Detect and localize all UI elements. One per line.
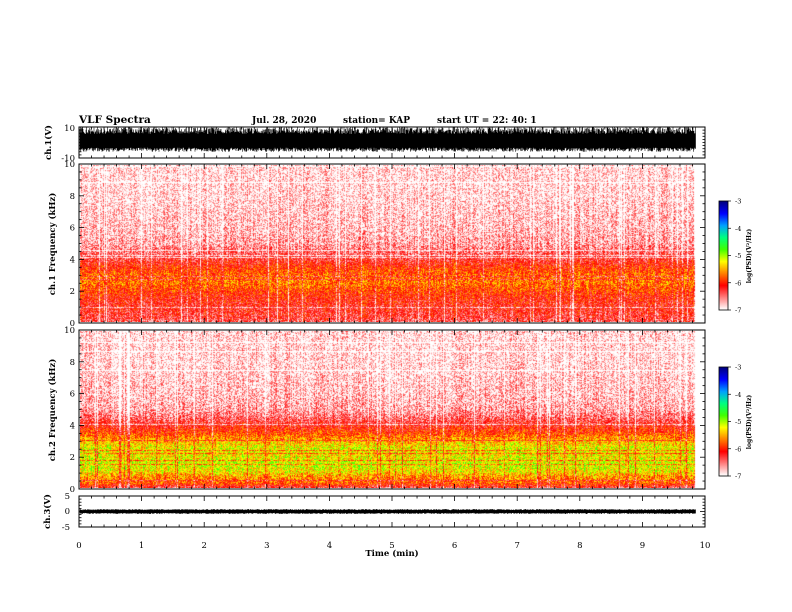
y-tick-label: 2 [70, 453, 75, 463]
figure-title: VLF Spectra [78, 114, 151, 126]
ch3-waveform-ticks [78, 495, 706, 528]
y-tick-label: 10 [64, 326, 75, 336]
ch3-waveform-panel: 5 0 -5 ch.3(V) [42, 492, 706, 533]
colorbar-tick-label: -7 [735, 473, 741, 481]
colorbar-tick-label: -4 [735, 391, 741, 399]
ch3-ytick-bottom: -5 [62, 523, 70, 533]
ch2-spectrogram-image [80, 331, 704, 488]
y-tick-label: 4 [70, 255, 75, 265]
ch1-waveform-panel: 10 -10 ch.1(V) [43, 124, 706, 164]
x-tick-label: 1 [139, 541, 144, 551]
y-tick-label: 0 [70, 485, 75, 495]
ch2-spectrogram-ticks [78, 329, 706, 490]
x-tick-label: 7 [514, 541, 519, 551]
x-tick-label: 10 [700, 541, 711, 551]
colorbar-tick-label: -7 [735, 307, 741, 315]
y-tick-label: 0 [70, 319, 75, 329]
ch1-spectrogram-ytick-labels: 0 2 4 6 8 10 [64, 160, 75, 329]
ch1-colorbar-ticks: -3 -4 -5 -6 -7 [728, 198, 741, 315]
ch1-spectrogram-ticks [78, 163, 706, 324]
ch1-ytick-bottom: -10 [61, 154, 75, 164]
y-tick-label: 8 [70, 358, 75, 368]
ch1-spectrogram-ylabel-text: ch.1 Frequency (kHz) [47, 193, 58, 296]
x-tick-label: 3 [264, 541, 269, 551]
ch3-waveform-ylabel: ch.3(V) [42, 494, 53, 529]
ch3-waveform-trace [79, 509, 696, 514]
colorbar-tick-label: -4 [735, 225, 741, 233]
ch1-colorbar [719, 201, 728, 310]
y-tick-label: 4 [70, 421, 75, 431]
waveform-path [79, 127, 696, 152]
x-tick-label: 2 [201, 541, 206, 551]
colorbar-tick-label: -3 [735, 364, 741, 372]
colorbar-tick-label: -3 [735, 198, 741, 206]
ch3-ytick-mid: 0 [65, 507, 70, 517]
x-tick-label: 5 [389, 541, 394, 551]
ch1-spectrogram-image [80, 165, 704, 322]
y-tick-label: 10 [64, 160, 75, 170]
ch1-spectrogram-ylabel: ch.1 Frequency (kHz) [47, 193, 58, 296]
x-tick-label: 8 [577, 541, 582, 551]
waveform-path [79, 509, 696, 514]
ch2-colorbar [719, 367, 728, 476]
start-time-label: start UT = 22: 40: 1 [437, 116, 537, 126]
date-label: Jul. 28, 2020 [251, 116, 316, 126]
colorbar-tick-label: -6 [735, 445, 741, 453]
ch1-waveform-ylabel: ch.1(V) [43, 125, 54, 160]
time-axis-label: Time (min) [365, 548, 418, 559]
colorbar-tick-label: -6 [735, 279, 741, 287]
ch1-waveform-ticks [78, 126, 706, 159]
ch2-spectrogram-ytick-labels: 0 2 4 6 8 10 [64, 326, 75, 495]
x-tick-label: 0 [76, 541, 81, 551]
time-axis-tick-labels: 0 1 2 3 4 5 6 7 8 9 10 [76, 541, 710, 551]
ch2-spectrogram-ylabel: ch.2 Frequency (kHz) [47, 359, 58, 462]
x-tick-label: 9 [640, 541, 645, 551]
x-tick-label: 6 [452, 541, 457, 551]
x-tick-label: 4 [327, 541, 332, 551]
ch2-colorbar-label: log(PSD)(V²/Hz) [746, 395, 753, 450]
ch3-ytick-top: 5 [65, 492, 70, 502]
ch1-waveform-trace [79, 127, 696, 152]
y-tick-label: 2 [70, 287, 75, 297]
ch1-ytick-top: 10 [64, 124, 75, 134]
station-label: station= KAP [343, 116, 410, 126]
ch2-spectrogram-ylabel-text: ch.2 Frequency (kHz) [47, 359, 58, 462]
ch1-colorbar-label: log(PSD)(V²/Hz) [746, 229, 753, 284]
colorbar-tick-label: -5 [735, 418, 741, 426]
y-tick-label: 6 [70, 390, 75, 400]
y-tick-label: 6 [70, 224, 75, 234]
y-tick-label: 8 [70, 192, 75, 202]
ch2-colorbar-ticks: -3 -4 -5 -6 -7 [728, 364, 741, 481]
colorbar-tick-label: -5 [735, 252, 741, 260]
